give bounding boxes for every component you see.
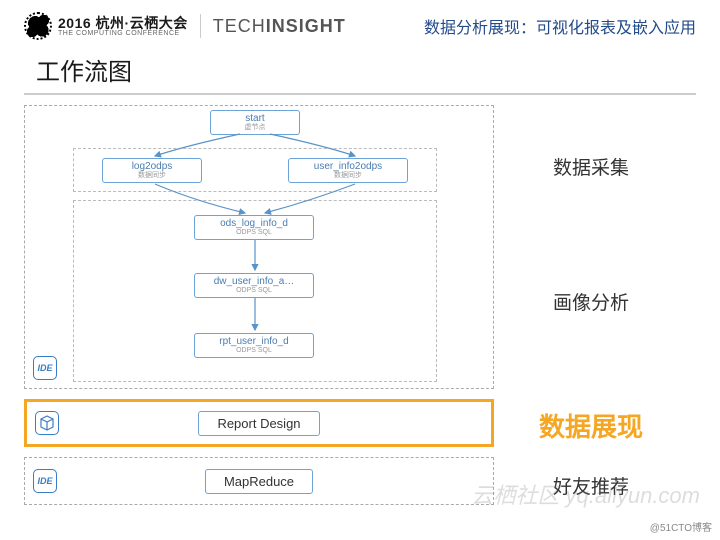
header: 2016 杭州·云栖大会 THE COMPUTING CONFERENCE TE… — [0, 0, 720, 48]
cube-icon — [35, 411, 59, 435]
node-start-sub: 虚节点 — [215, 124, 295, 132]
ide-badge-icon-2: IDE — [33, 469, 57, 493]
watermark: 云栖社区 yq.aliyun.com — [471, 478, 700, 510]
node-start: start 虚节点 — [210, 110, 300, 135]
label-collect: 数据采集 — [508, 153, 674, 180]
section-title: 工作流图 — [0, 48, 720, 93]
ide-badge-icon: IDE — [33, 356, 57, 380]
node-start-title: start — [215, 113, 295, 124]
row-mapreduce: IDE MapReduce — [24, 457, 494, 505]
header-right-title: 数据分析展现：可视化报表及嵌入应用 — [424, 14, 696, 38]
node-mapreduce: MapReduce — [205, 469, 313, 494]
conference-logo: 2016 杭州·云栖大会 THE COMPUTING CONFERENCE — [24, 12, 188, 40]
node-ods: ods_log_info_d ODPS SQL — [194, 215, 314, 240]
node-dw: dw_user_info_a… ODPS SQL — [194, 273, 314, 298]
node-log2odps: log2odps 数据同步 — [102, 158, 202, 183]
header-divider — [200, 14, 201, 38]
node-report-design: Report Design — [198, 411, 319, 436]
main-content: start 虚节点 log2odps 数据同步 user_info2odps 数… — [0, 105, 720, 505]
row-report-design: Report Design — [24, 399, 494, 447]
diagram-column: start 虚节点 log2odps 数据同步 user_info2odps 数… — [24, 105, 494, 505]
group-collect: log2odps 数据同步 user_info2odps 数据同步 — [73, 148, 437, 192]
watermark-credit: @51CTO博客 — [650, 519, 712, 534]
flowchart-container: start 虚节点 log2odps 数据同步 user_info2odps 数… — [24, 105, 494, 389]
label-display: 数据展现 — [508, 407, 674, 444]
labels-column: 数据采集 画像分析 数据展现 好友推荐 — [494, 105, 674, 505]
logo-subtitle: THE COMPUTING CONFERENCE — [58, 30, 188, 37]
node-userinfo2odps: user_info2odps 数据同步 — [288, 158, 408, 183]
logo-year: 2016 — [58, 15, 91, 31]
group-analyze: ods_log_info_d ODPS SQL dw_user_info_a… … — [73, 200, 437, 382]
techinsight-logo: TECHINSIGHT — [213, 16, 346, 37]
logo-icon — [24, 12, 52, 40]
label-analyze: 画像分析 — [508, 288, 674, 315]
node-rpt: rpt_user_info_d ODPS SQL — [194, 333, 314, 358]
title-underline — [24, 93, 696, 95]
logo-event: 杭州·云栖大会 — [96, 15, 188, 31]
